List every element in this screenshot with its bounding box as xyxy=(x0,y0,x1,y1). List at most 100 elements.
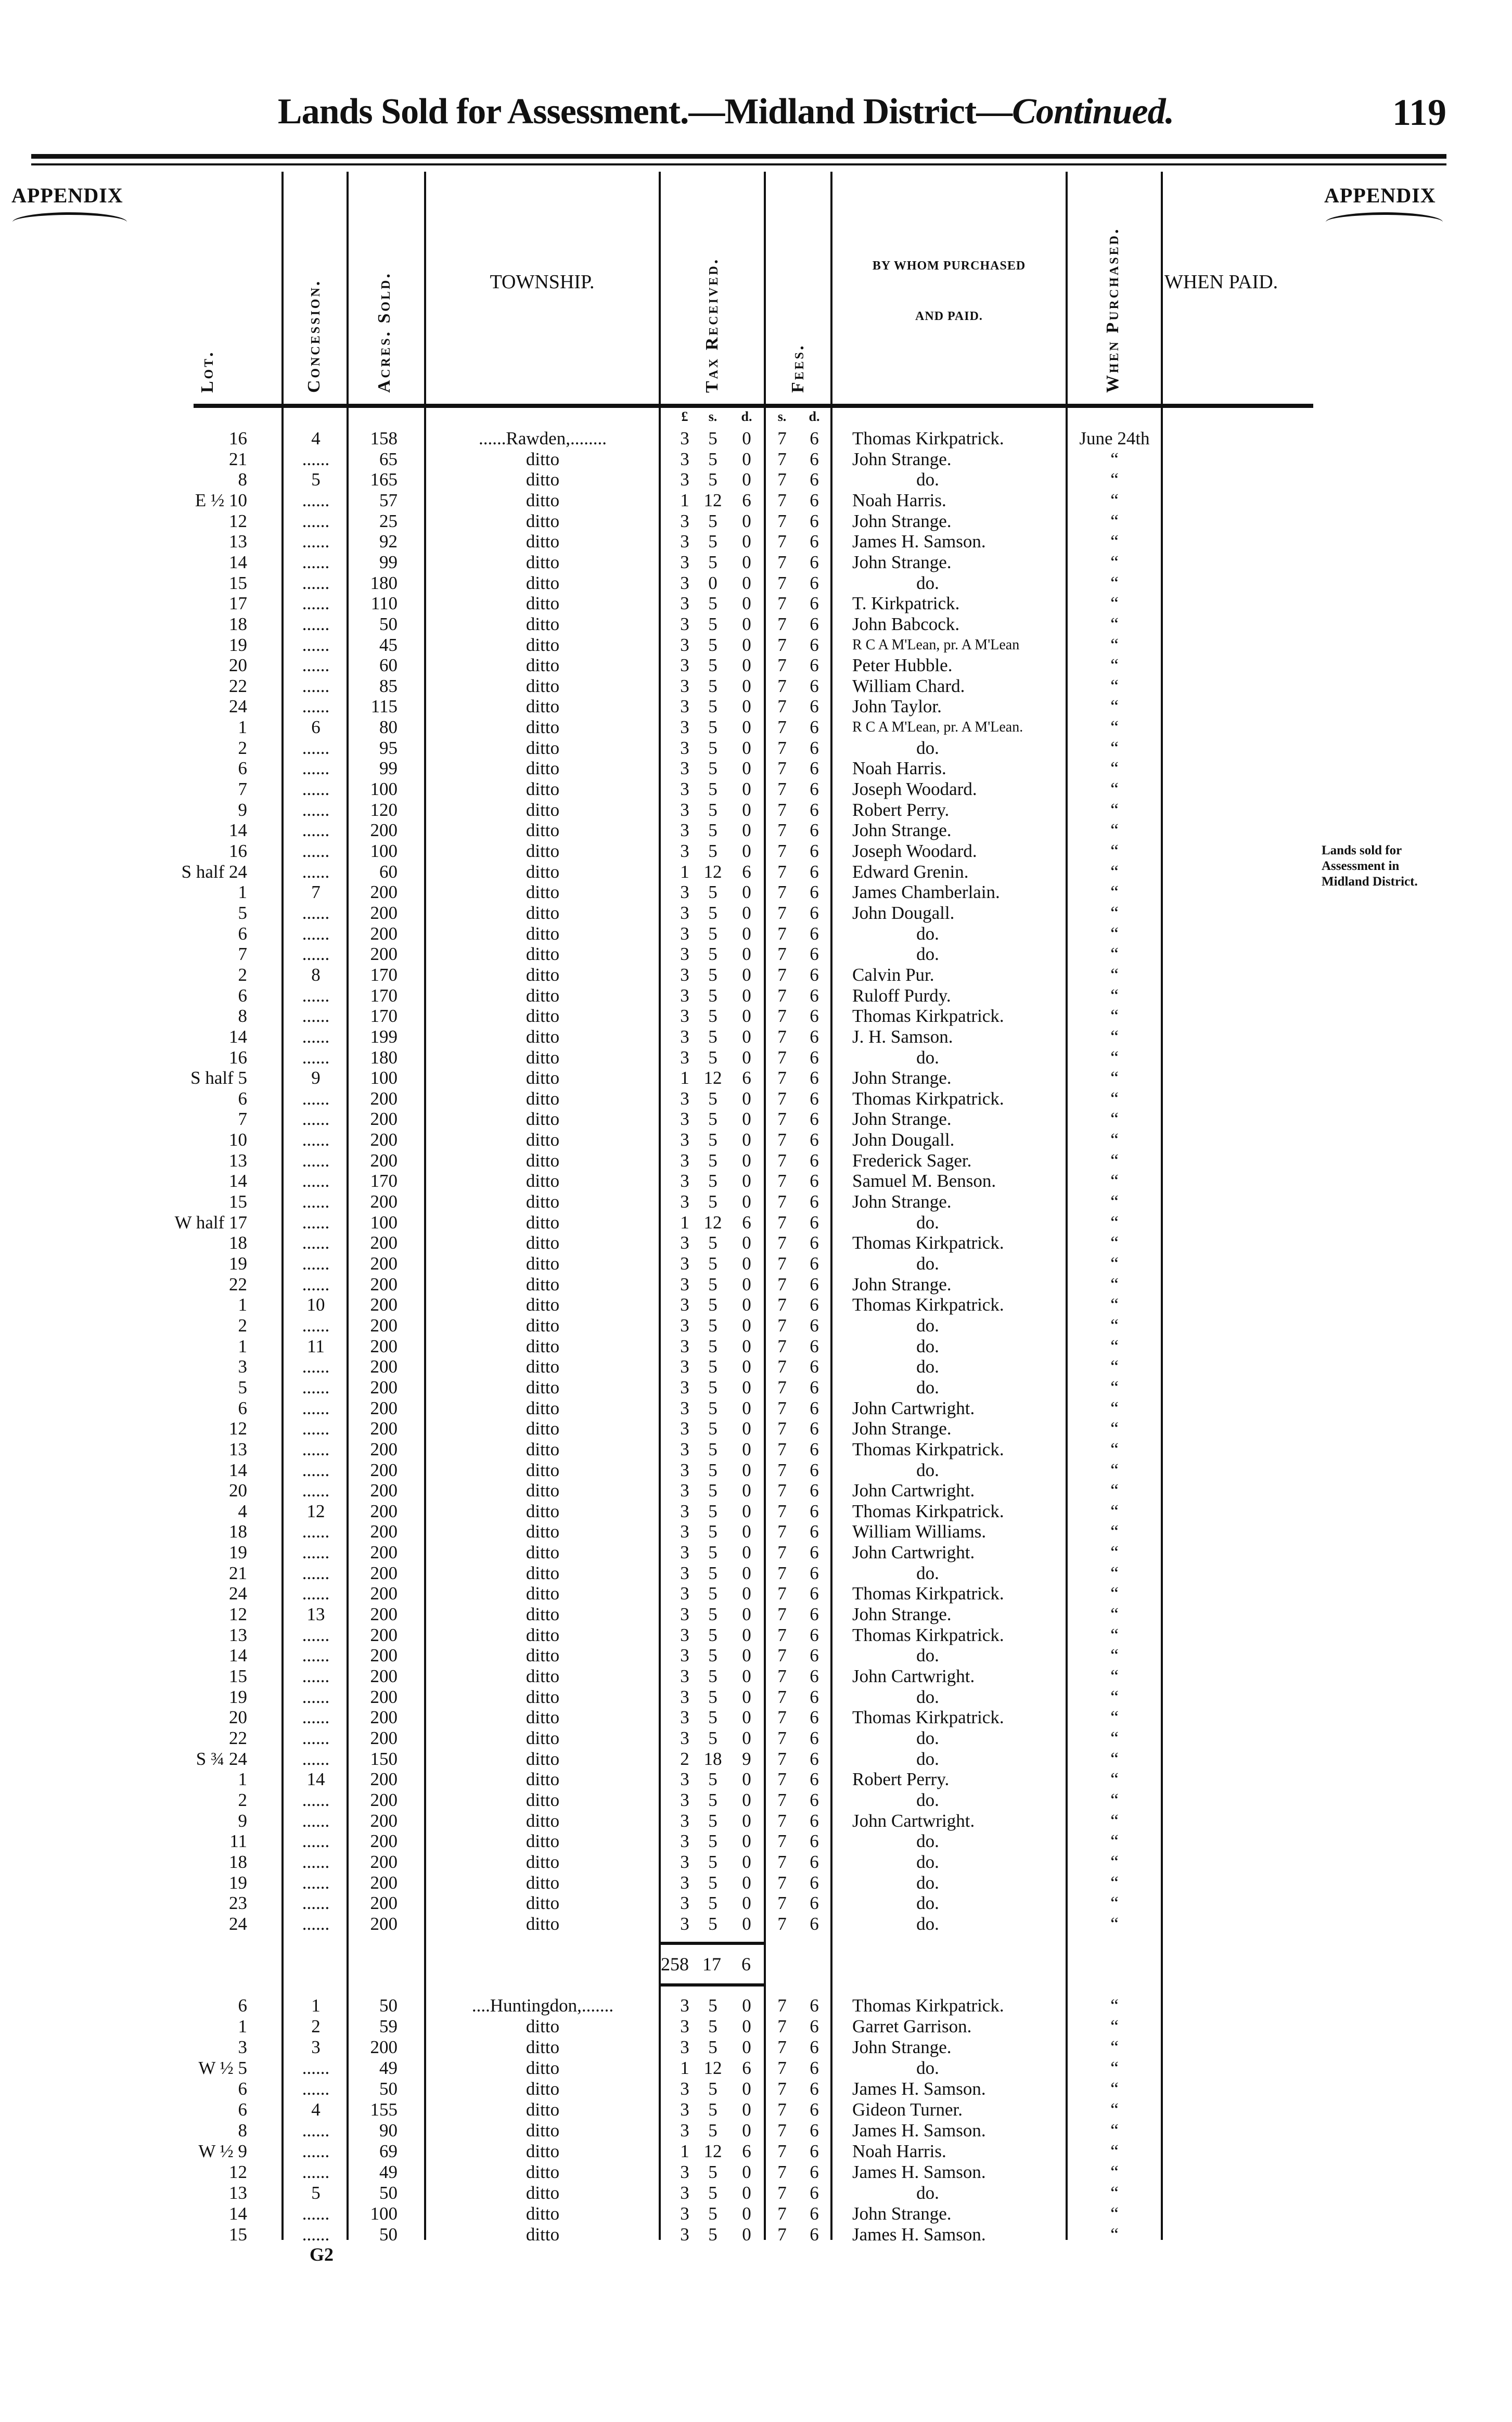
cell-purchaser: do. xyxy=(916,1645,939,1666)
cell-tax-pence: 0 xyxy=(742,1480,751,1501)
cell-purchaser: do. xyxy=(916,469,939,490)
column-header-township: TOWNSHIP. xyxy=(490,271,595,293)
column-header-purchaser-line1: BY WHOM PURCHASED xyxy=(872,259,1026,273)
cell-purchaser: John Cartwright. xyxy=(852,1480,975,1501)
cell-tax-pounds: 1 xyxy=(680,1068,689,1088)
cell-fees-shillings: 7 xyxy=(777,1047,787,1068)
table-row: 14...... 99 ditto 3 5 0 7 6 John Strange. “ xyxy=(0,552,1353,573)
cell-when-purchased: “ xyxy=(1110,510,1119,531)
cell-tax-shillings: 5 xyxy=(708,655,717,676)
cell-acres: 200 xyxy=(370,882,398,903)
table-row: 22...... 200 ditto 3 5 0 7 6 John Strange. “ xyxy=(0,1274,1353,1295)
cell-fees-shillings: 7 xyxy=(777,923,787,944)
cell-township: ditto xyxy=(526,2099,560,2120)
cell-tax-pounds: 3 xyxy=(680,1707,689,1728)
cell-township: ditto xyxy=(526,1604,560,1625)
cell-concession: ...... xyxy=(302,902,330,923)
cell-tax-pounds: 3 xyxy=(680,1562,689,1583)
cell-fees-pence: 6 xyxy=(810,2058,819,2078)
cell-concession: ...... xyxy=(302,1645,330,1666)
cell-township: ditto xyxy=(526,1789,560,1810)
column-divider xyxy=(347,172,349,2240)
cell-when-purchased: “ xyxy=(1110,448,1119,469)
cell-fees-shillings: 7 xyxy=(777,1562,787,1583)
table-row: 3...... 200 ditto 3 5 0 7 6 do. “ xyxy=(0,1356,1353,1377)
cell-fees-shillings: 7 xyxy=(777,1542,787,1563)
cell-when-purchased: “ xyxy=(1110,1006,1119,1027)
cell-tax-shillings: 5 xyxy=(708,717,717,738)
cell-acres: 200 xyxy=(370,1088,398,1109)
cell-concession: 7 xyxy=(311,882,321,903)
cell-acres: 200 xyxy=(370,1150,398,1171)
cell-tax-pence: 0 xyxy=(742,1624,751,1645)
table-row: 9...... 120 ditto 3 5 0 7 6 Robert Perry. “ xyxy=(0,800,1353,821)
cell-acres: 200 xyxy=(370,2037,398,2057)
side-note: Lands sold for Assessment in Midland Dis… xyxy=(1322,843,1418,890)
unit-fees-shillings: s. xyxy=(777,409,787,424)
cell-tax-pence: 0 xyxy=(742,2224,751,2245)
cell-tax-shillings: 5 xyxy=(708,2203,717,2224)
cell-purchaser: John Cartwright. xyxy=(852,1398,975,1418)
cell-concession: ...... xyxy=(302,841,330,861)
cell-lot: 22 xyxy=(229,1727,247,1748)
cell-lot: 14 xyxy=(229,2203,247,2224)
cell-purchaser: do. xyxy=(916,1748,939,1769)
cell-township: ditto xyxy=(526,1398,560,1418)
cell-acres: 200 xyxy=(370,1727,398,1748)
cell-tax-shillings: 5 xyxy=(708,1253,717,1274)
cell-purchaser: R C A M'Lean, pr. A M'Lean. xyxy=(852,719,1023,736)
cell-when-purchased: “ xyxy=(1110,1769,1119,1790)
table-row: 16 4 158 ......Rawden,........ 3 5 0 7 6 Thomas K… xyxy=(0,428,1353,449)
cell-when-purchased: “ xyxy=(1110,1583,1119,1604)
cell-fees-pence: 6 xyxy=(810,758,819,779)
cell-township: ditto xyxy=(526,1562,560,1583)
cell-fees-shillings: 7 xyxy=(777,1645,787,1666)
cell-acres: 200 xyxy=(370,1233,398,1253)
cell-fees-pence: 6 xyxy=(810,923,819,944)
cell-tax-pence: 0 xyxy=(742,1604,751,1625)
table-row: S ¾ 24...... 150 ditto 2 18 9 7 6 do. “ xyxy=(0,1749,1353,1770)
cell-tax-shillings: 5 xyxy=(708,1459,717,1480)
cell-fees-shillings: 7 xyxy=(777,1439,787,1459)
cell-purchaser: Thomas Kirkpatrick. xyxy=(852,1088,1004,1109)
cell-acres: 200 xyxy=(370,923,398,944)
table-row: 22...... 200 ditto 3 5 0 7 6 do. “ xyxy=(0,1728,1353,1749)
cell-acres: 200 xyxy=(370,1893,398,1914)
cell-when-purchased: June 24th xyxy=(1079,428,1150,448)
cell-lot: 24 xyxy=(229,1583,247,1604)
cell-when-purchased: “ xyxy=(1110,1893,1119,1914)
cell-fees-pence: 6 xyxy=(810,1542,819,1563)
cell-township: ditto xyxy=(526,1233,560,1253)
cell-purchaser: John Taylor. xyxy=(852,696,942,717)
cell-lot: 18 xyxy=(229,1521,247,1542)
table-row: S half 5 9 100 ditto 1 12 6 7 6 John Strange. “ xyxy=(0,1068,1353,1088)
cell-fees-pence: 6 xyxy=(810,531,819,552)
header-rule-thick xyxy=(31,154,1446,159)
cell-concession: ...... xyxy=(302,820,330,841)
cell-tax-pence: 0 xyxy=(742,841,751,861)
cell-fees-pence: 6 xyxy=(810,696,819,717)
cell-fees-pence: 6 xyxy=(810,469,819,490)
cell-acres: 200 xyxy=(370,1315,398,1336)
cell-fees-shillings: 7 xyxy=(777,593,787,614)
cell-concession: 5 xyxy=(311,2183,321,2203)
cell-tax-pence: 0 xyxy=(742,1295,751,1315)
cell-tax-shillings: 5 xyxy=(708,1521,717,1542)
cell-fees-pence: 6 xyxy=(810,2037,819,2057)
table-row: 10...... 200 ditto 3 5 0 7 6 John Dougall. “ xyxy=(0,1130,1353,1150)
cell-tax-shillings: 5 xyxy=(708,944,717,965)
cell-tax-shillings: 5 xyxy=(708,1315,717,1336)
cell-tax-pounds: 3 xyxy=(680,1418,689,1439)
cell-when-purchased: “ xyxy=(1110,1542,1119,1563)
cell-concession: ...... xyxy=(302,1624,330,1645)
cell-when-purchased: “ xyxy=(1110,1088,1119,1109)
cell-purchaser: John Strange. xyxy=(852,2037,952,2057)
cell-when-purchased: “ xyxy=(1110,1295,1119,1315)
cell-fees-pence: 6 xyxy=(810,1810,819,1831)
cell-purchaser: do. xyxy=(916,572,939,593)
cell-purchaser: Thomas Kirkpatrick. xyxy=(852,1995,1004,2016)
table-row: 23...... 200 ditto 3 5 0 7 6 do. “ xyxy=(0,1893,1353,1914)
cell-concession: ...... xyxy=(302,1356,330,1377)
total-rule-top xyxy=(660,1942,765,1945)
cell-fees-pence: 6 xyxy=(810,428,819,448)
